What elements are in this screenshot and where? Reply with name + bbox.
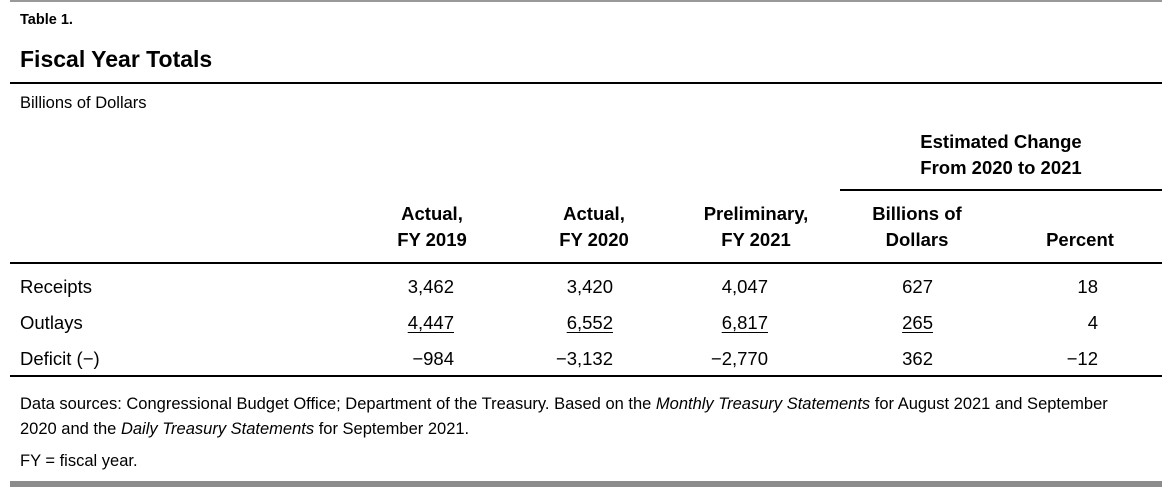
column-header-line2: FY 2021 <box>721 229 791 250</box>
source-title: Monthly Treasury Statements <box>655 395 871 413</box>
table-number: Table 1. <box>20 12 73 28</box>
row-label: Outlays <box>20 312 83 333</box>
cell-fy2020: −3,132 <box>555 348 613 369</box>
cell-change-percent: 4 <box>1087 312 1098 333</box>
bottom-rule <box>10 481 1162 487</box>
column-header-line1: Actual, <box>563 203 625 224</box>
group-rule <box>840 189 1162 191</box>
table-title: Fiscal Year Totals <box>20 46 213 72</box>
title-rule <box>10 82 1162 84</box>
cell-value: 265 <box>902 312 933 333</box>
source-text: for September 2021. <box>314 420 470 438</box>
cell-fy2019: 3,462 <box>407 276 454 297</box>
top-rule <box>10 0 1162 2</box>
column-header-line2: Dollars <box>885 229 949 250</box>
column-header-fy2021: Preliminary, FY 2021 <box>686 201 826 253</box>
source-title: Daily Treasury Statements <box>120 420 315 438</box>
source-text: for August 2021 and September 2020 and t… <box>20 395 1108 438</box>
cell-fy2021: −2,770 <box>710 348 768 369</box>
column-header-fy2020: Actual, FY 2020 <box>534 201 654 253</box>
group-header-line1: Estimated Change <box>920 131 1082 152</box>
group-header-line2: From 2020 to 2021 <box>920 157 1082 178</box>
cell-change-percent: 18 <box>1077 276 1098 297</box>
cell-fy2021: 4,047 <box>721 276 768 297</box>
row-label: Receipts <box>20 276 92 297</box>
abbreviation-note: FY = fiscal year. <box>20 452 138 470</box>
header-rule <box>10 262 1162 264</box>
units-label: Billions of Dollars <box>20 94 147 112</box>
source-text: Data sources: Congressional Budget Offic… <box>20 395 656 413</box>
source-note: Data sources: Congressional Budget Offic… <box>20 392 1120 442</box>
cell-fy2019: 4,447 <box>354 311 454 335</box>
column-header-line1: Preliminary, <box>703 203 809 224</box>
cell-value: 6,552 <box>566 312 613 333</box>
cell-fy2019: −984 <box>412 348 454 369</box>
column-header-percent: Percent <box>1030 201 1130 253</box>
cell-fy2021: 6,817 <box>668 311 768 335</box>
body-rule <box>10 375 1162 377</box>
column-header-line2: FY 2019 <box>397 229 467 250</box>
column-header-line1: Billions of <box>872 203 962 224</box>
cell-value: 4,447 <box>407 312 454 333</box>
column-header-line2: FY 2020 <box>559 229 629 250</box>
cell-fy2020: 6,552 <box>513 311 613 335</box>
group-header: Estimated Change From 2020 to 2021 <box>840 129 1162 181</box>
cell-change-billions: 265 <box>833 311 933 335</box>
column-header-billions: Billions of Dollars <box>852 201 982 253</box>
row-label: Deficit (−) <box>20 348 100 369</box>
cell-value: 6,817 <box>721 312 768 333</box>
cell-change-percent: −12 <box>1066 348 1098 369</box>
column-header-line1 <box>1030 201 1130 227</box>
column-header-line1: Actual, <box>401 203 463 224</box>
cell-change-billions: 362 <box>902 348 933 369</box>
cell-change-billions: 627 <box>902 276 933 297</box>
column-header-fy2019: Actual, FY 2019 <box>372 201 492 253</box>
column-header-line2: Percent <box>1046 229 1114 250</box>
cell-fy2020: 3,420 <box>566 276 613 297</box>
